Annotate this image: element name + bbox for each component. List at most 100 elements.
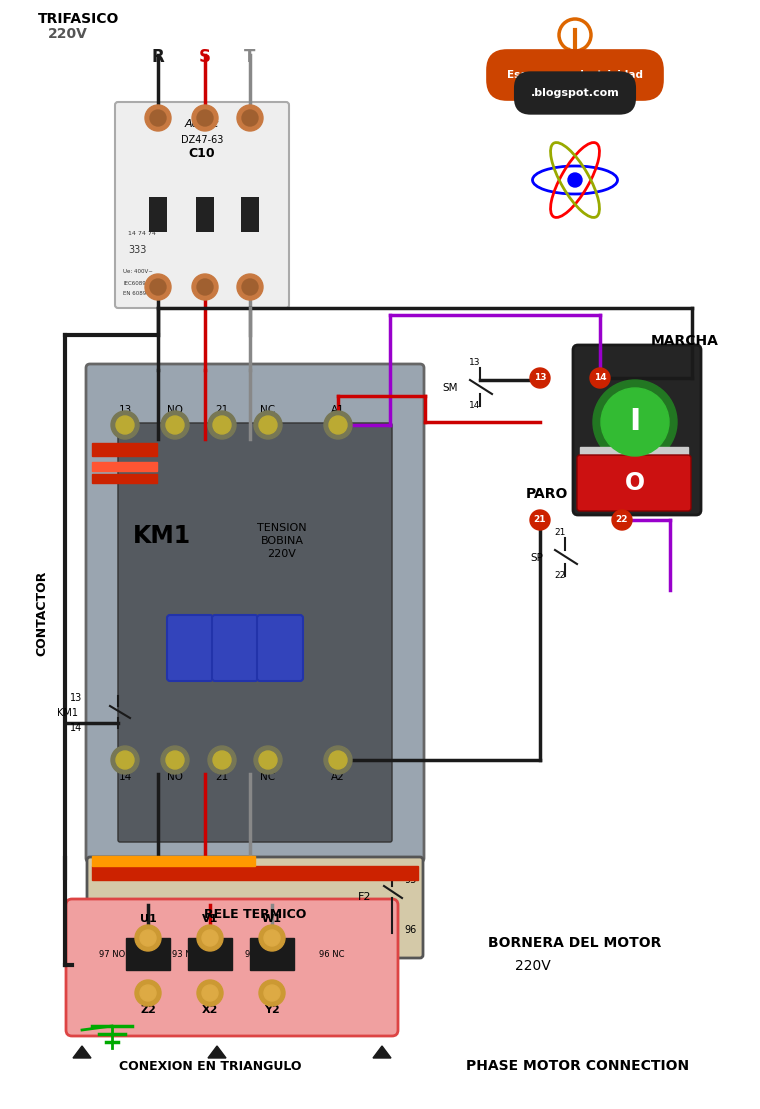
Circle shape xyxy=(237,105,263,131)
Circle shape xyxy=(145,274,171,301)
Circle shape xyxy=(208,411,236,439)
Circle shape xyxy=(192,105,218,131)
Text: NO: NO xyxy=(167,405,183,415)
Text: IEC60898: IEC60898 xyxy=(123,281,149,286)
Text: RELE TERMICO: RELE TERMICO xyxy=(204,908,306,920)
Circle shape xyxy=(530,510,550,530)
FancyBboxPatch shape xyxy=(87,857,423,958)
Text: 220V: 220V xyxy=(48,27,88,41)
Circle shape xyxy=(254,411,282,439)
Text: S: S xyxy=(199,48,211,67)
Text: EN 60898: EN 60898 xyxy=(123,291,150,296)
FancyBboxPatch shape xyxy=(573,345,701,515)
Circle shape xyxy=(242,110,258,126)
Bar xyxy=(250,938,294,970)
Circle shape xyxy=(150,110,166,126)
Bar xyxy=(241,197,259,232)
Text: 96: 96 xyxy=(404,925,416,935)
Circle shape xyxy=(135,925,161,952)
Text: PARO: PARO xyxy=(526,487,568,501)
Text: A2: A2 xyxy=(331,772,345,782)
Circle shape xyxy=(601,388,669,456)
Circle shape xyxy=(329,751,347,769)
Text: Z2: Z2 xyxy=(140,1005,156,1015)
Text: BORNERA DEL MOTOR: BORNERA DEL MOTOR xyxy=(488,936,661,950)
Circle shape xyxy=(140,985,156,1001)
Circle shape xyxy=(324,746,352,774)
Text: NO: NO xyxy=(167,772,183,782)
Text: SP: SP xyxy=(530,553,543,563)
Text: 13: 13 xyxy=(469,358,481,367)
Circle shape xyxy=(324,411,352,439)
Text: .blogspot.com: .blogspot.com xyxy=(530,88,619,98)
Circle shape xyxy=(202,930,218,946)
Circle shape xyxy=(254,746,282,774)
Text: TRIFASICO: TRIFASICO xyxy=(38,12,119,26)
Text: 14: 14 xyxy=(119,772,131,782)
Text: 21: 21 xyxy=(534,516,546,525)
Text: 14: 14 xyxy=(470,401,480,410)
Polygon shape xyxy=(73,1046,91,1058)
FancyBboxPatch shape xyxy=(66,899,398,1036)
Circle shape xyxy=(264,985,280,1001)
Text: 21: 21 xyxy=(215,772,229,782)
Text: Aodec: Aodec xyxy=(185,119,219,129)
Bar xyxy=(92,856,255,866)
Text: KM1: KM1 xyxy=(133,523,191,548)
FancyBboxPatch shape xyxy=(257,615,303,681)
Circle shape xyxy=(150,279,166,295)
FancyBboxPatch shape xyxy=(118,423,392,842)
Text: C10: C10 xyxy=(188,147,215,160)
Text: 13: 13 xyxy=(534,374,546,383)
Circle shape xyxy=(197,279,213,295)
FancyBboxPatch shape xyxy=(115,102,289,308)
Circle shape xyxy=(213,416,231,434)
Text: 95 NC: 95 NC xyxy=(245,950,271,959)
Circle shape xyxy=(145,105,171,131)
Text: 14: 14 xyxy=(70,723,82,733)
Text: 93 NO: 93 NO xyxy=(172,950,198,959)
Circle shape xyxy=(208,746,236,774)
Text: MARCHA: MARCHA xyxy=(651,334,719,348)
Text: X2: X2 xyxy=(202,1005,218,1015)
Polygon shape xyxy=(208,1046,226,1058)
Text: R: R xyxy=(152,48,164,67)
Text: 13: 13 xyxy=(119,405,131,415)
Text: I: I xyxy=(629,407,641,437)
Text: 96 NC: 96 NC xyxy=(319,950,345,959)
Text: NC: NC xyxy=(261,405,276,415)
Text: 21: 21 xyxy=(554,528,565,537)
Circle shape xyxy=(161,746,189,774)
Text: 220V: 220V xyxy=(515,959,551,973)
Circle shape xyxy=(197,110,213,126)
Circle shape xyxy=(166,751,184,769)
Text: Esquemasyelectricidad: Esquemasyelectricidad xyxy=(507,70,643,80)
Bar xyxy=(188,938,232,970)
Circle shape xyxy=(242,279,258,295)
Circle shape xyxy=(530,368,550,388)
Circle shape xyxy=(259,925,285,952)
Circle shape xyxy=(111,746,139,774)
Text: TENSION
BOBINA
220V: TENSION BOBINA 220V xyxy=(257,523,307,559)
Text: U1: U1 xyxy=(140,914,157,924)
Text: O: O xyxy=(625,471,645,495)
Circle shape xyxy=(166,416,184,434)
Text: PHASE MOTOR CONNECTION: PHASE MOTOR CONNECTION xyxy=(467,1059,689,1074)
Text: W1: W1 xyxy=(262,914,282,924)
Circle shape xyxy=(264,930,280,946)
Circle shape xyxy=(237,274,263,301)
Text: 97 NO: 97 NO xyxy=(99,950,125,959)
Text: A1: A1 xyxy=(331,405,345,415)
Text: 14 74 74: 14 74 74 xyxy=(128,231,156,236)
Text: NC: NC xyxy=(261,772,276,782)
Text: SM: SM xyxy=(442,383,458,393)
Circle shape xyxy=(259,751,277,769)
Circle shape xyxy=(140,930,156,946)
FancyBboxPatch shape xyxy=(86,364,424,862)
Bar xyxy=(126,938,170,970)
Text: 95: 95 xyxy=(404,875,416,885)
Circle shape xyxy=(259,980,285,1006)
Text: 22: 22 xyxy=(616,516,629,525)
Text: Y2: Y2 xyxy=(264,1005,280,1015)
Bar xyxy=(92,866,418,881)
